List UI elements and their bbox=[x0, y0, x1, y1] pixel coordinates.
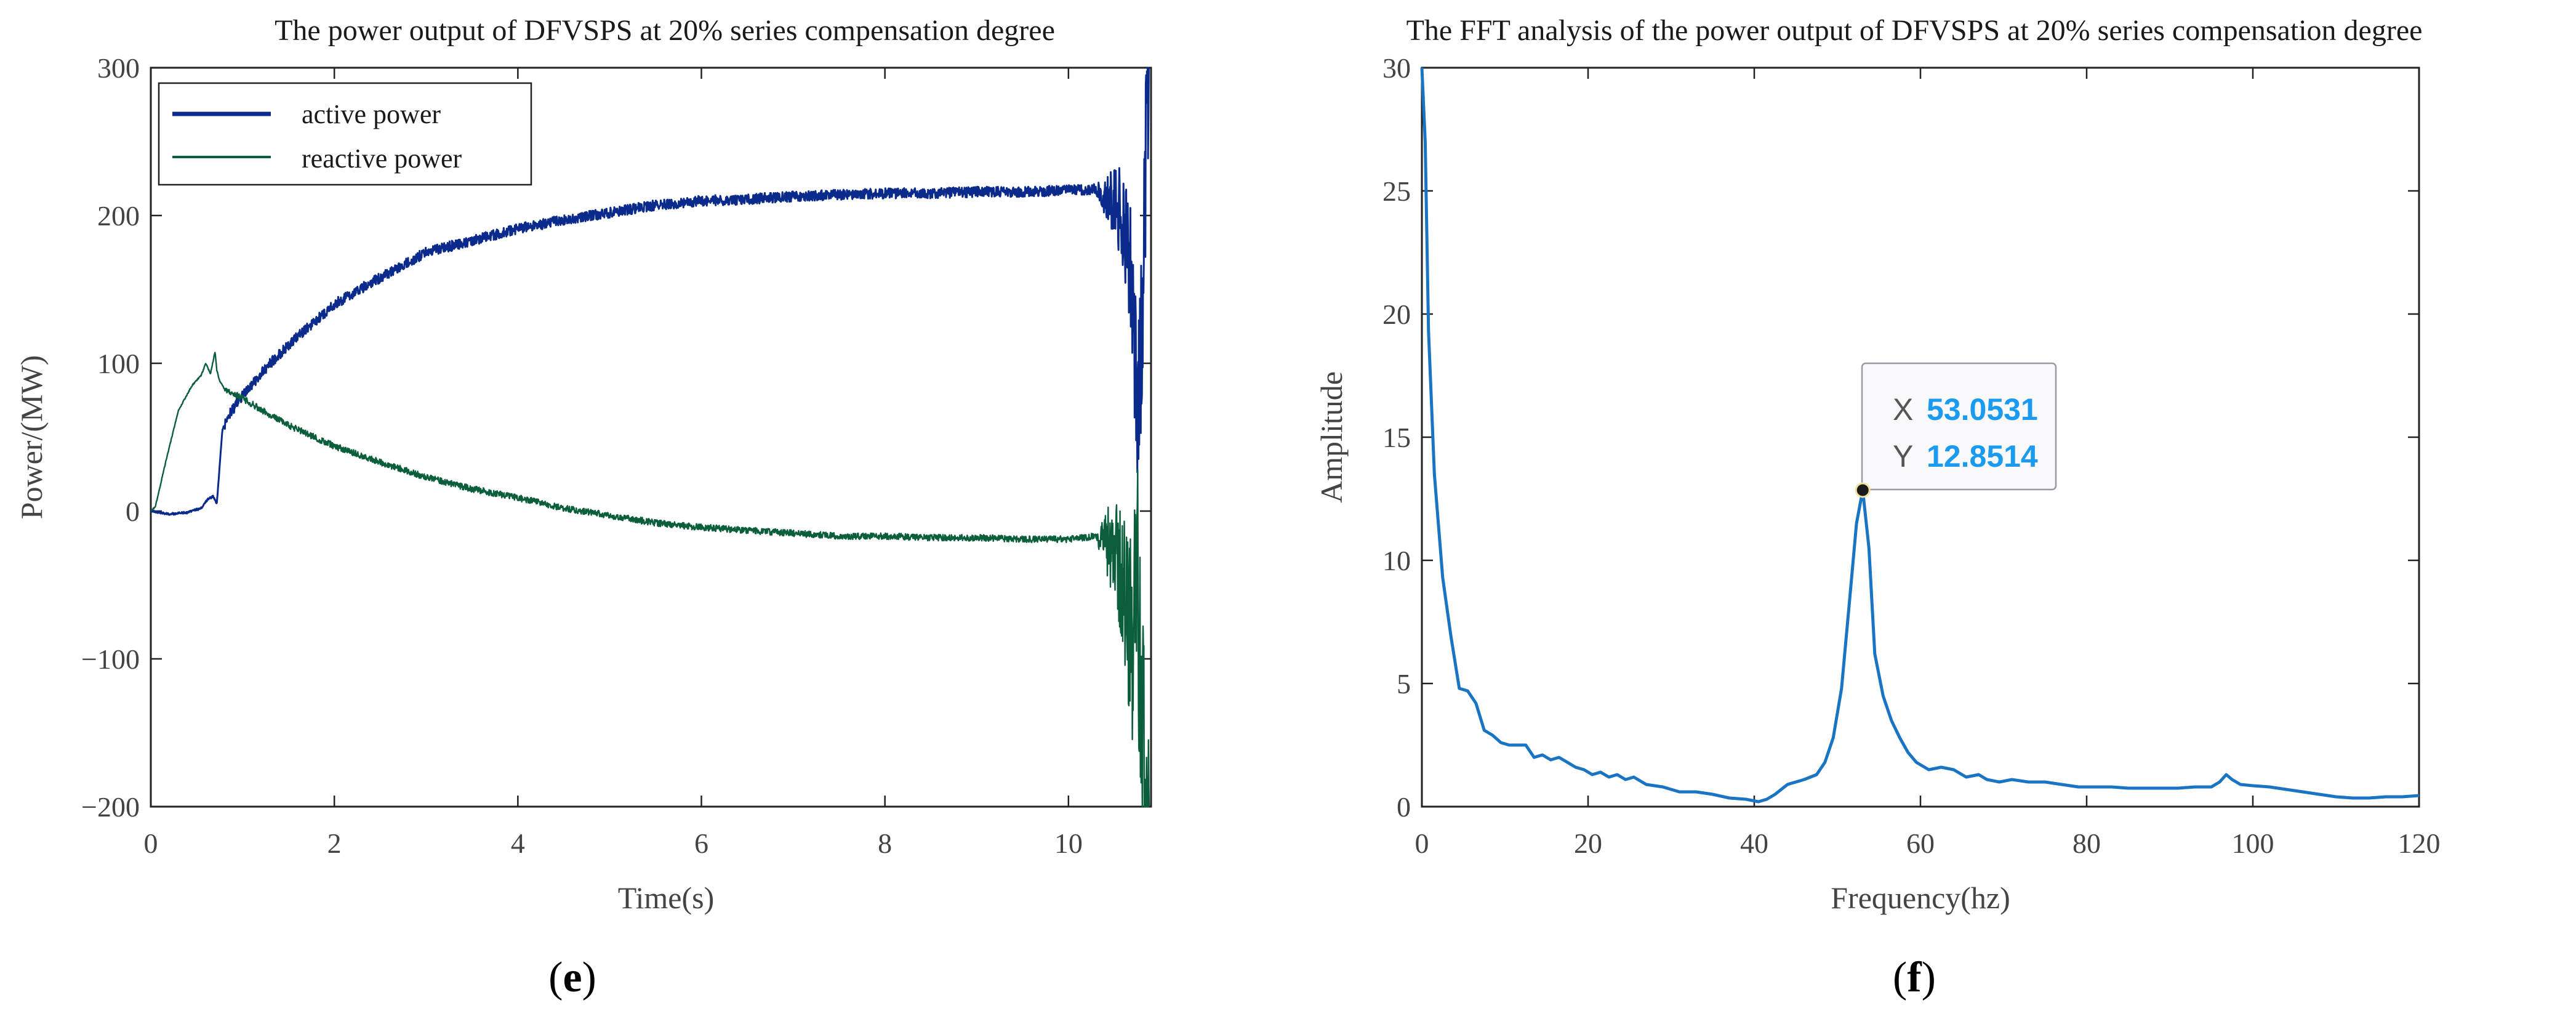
x-tick-label: 0 bbox=[1415, 828, 1429, 859]
series-line-fft-amplitude bbox=[1420, 67, 2420, 804]
chart-e-y-ticks: −200 −100 0 100 200 300 bbox=[81, 52, 1151, 823]
x-tick-label: 4 bbox=[511, 828, 525, 859]
datatip-box bbox=[1861, 362, 2057, 491]
y-tick-label: 300 bbox=[97, 52, 140, 84]
panel-label-f-letter: f bbox=[1907, 954, 1922, 1001]
x-tick-label: 60 bbox=[1906, 828, 1935, 859]
x-tick-label: 120 bbox=[2398, 828, 2441, 859]
y-tick-label: 0 bbox=[1397, 791, 1411, 823]
panel-label-e-letter: e bbox=[563, 954, 582, 1001]
chart-f-datatip[interactable]: X 53.0531 Y 12.8514 bbox=[1855, 362, 2057, 498]
series-line-active-power bbox=[150, 67, 1150, 516]
y-tick-label: 200 bbox=[97, 200, 140, 232]
chart-f-xlabel: Frequency(hz) bbox=[1831, 881, 2010, 915]
panel-label-e: (e) bbox=[548, 954, 596, 1001]
chart-f-y-ticks: 0 5 10 15 20 25 30 bbox=[1382, 52, 2419, 823]
y-tick-label: 100 bbox=[97, 348, 140, 379]
y-tick-label: 20 bbox=[1382, 299, 1411, 330]
chart-e-x-ticks: 0 2 4 6 8 10 bbox=[144, 68, 1083, 859]
datatip-x-key: X bbox=[1893, 392, 1913, 427]
x-tick-label: 10 bbox=[1054, 828, 1083, 859]
legend-label-reactive-power: reactive power bbox=[302, 143, 462, 174]
chart-f-ylabel: Amplitude bbox=[1314, 371, 1349, 503]
panel-label-f: (f) bbox=[1893, 954, 1936, 1001]
y-tick-label: 25 bbox=[1382, 175, 1411, 207]
x-tick-label: 8 bbox=[878, 828, 892, 859]
series-line-reactive-power bbox=[150, 352, 1150, 808]
chart-e-series-group bbox=[150, 67, 1150, 808]
legend-label-active-power: active power bbox=[302, 99, 441, 129]
chart-e-legend-box bbox=[158, 82, 532, 186]
y-tick-label: 10 bbox=[1382, 545, 1411, 576]
datatip-y-key: Y bbox=[1893, 439, 1913, 474]
datatip-y-value: 12.8514 bbox=[1927, 439, 2038, 474]
y-tick-label: 0 bbox=[126, 496, 140, 527]
x-tick-label: 80 bbox=[2072, 828, 2101, 859]
x-tick-label: 2 bbox=[327, 828, 342, 859]
x-tick-label: 40 bbox=[1740, 828, 1768, 859]
chart-e: The power output of DFVSPS at 20% series… bbox=[14, 14, 1152, 1001]
y-tick-label: −200 bbox=[81, 791, 140, 823]
datatip-marker[interactable] bbox=[1855, 482, 1871, 498]
x-tick-label: 100 bbox=[2232, 828, 2274, 859]
x-tick-label: 20 bbox=[1574, 828, 1602, 859]
y-tick-label: 15 bbox=[1382, 422, 1411, 453]
chart-e-ylabel: Power/(MW) bbox=[14, 355, 49, 520]
y-tick-label: 30 bbox=[1382, 52, 1411, 84]
y-tick-label: −100 bbox=[81, 643, 140, 675]
chart-e-legend: active power reactive power bbox=[158, 82, 532, 186]
y-tick-label: 5 bbox=[1397, 668, 1411, 700]
datatip-x-value: 53.0531 bbox=[1927, 392, 2038, 427]
chart-f-x-ticks: 0 20 40 60 80 100 120 bbox=[1415, 68, 2441, 859]
x-tick-label: 6 bbox=[694, 828, 708, 859]
x-tick-label: 0 bbox=[144, 828, 158, 859]
chart-e-title: The power output of DFVSPS at 20% series… bbox=[275, 14, 1055, 47]
chart-f-title: The FFT analysis of the power output of … bbox=[1406, 14, 2423, 47]
chart-e-xlabel: Time(s) bbox=[618, 881, 715, 915]
chart-f-series-group bbox=[1420, 67, 2420, 804]
chart-f: The FFT analysis of the power output of … bbox=[1314, 14, 2441, 1001]
